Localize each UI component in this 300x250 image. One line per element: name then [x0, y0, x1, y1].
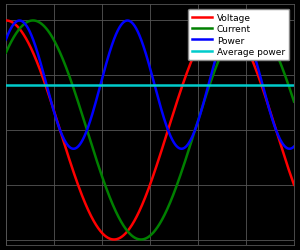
Legend: Voltage, Current, Power, Average power: Voltage, Current, Power, Average power [188, 10, 290, 61]
